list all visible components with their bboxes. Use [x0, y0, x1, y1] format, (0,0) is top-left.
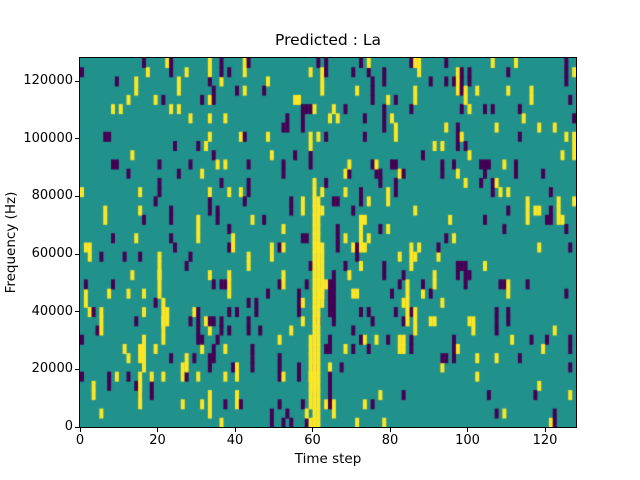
- x-tick-mark: [467, 428, 468, 432]
- x-tick-mark: [157, 428, 158, 432]
- x-tick-mark: [544, 428, 546, 432]
- y-tick-mark: [75, 138, 79, 140]
- y-tick-label: 0: [64, 419, 73, 434]
- x-tick-mark: [234, 428, 236, 432]
- x-axis-label: Time step: [294, 451, 362, 467]
- x-tick-label: 20: [149, 433, 166, 448]
- y-tick-mark: [75, 80, 79, 82]
- x-tick-mark: [389, 428, 391, 432]
- y-tick-label: 20000: [31, 361, 73, 377]
- x-tick-label: 80: [381, 433, 399, 448]
- y-tick-label: 80000: [31, 188, 73, 204]
- y-tick-mark: [75, 311, 79, 313]
- y-tick-label: 100000: [23, 130, 73, 146]
- y-tick-mark: [75, 426, 79, 428]
- y-tick-label: 40000: [31, 303, 73, 319]
- heatmap-canvas: [80, 58, 576, 427]
- x-tick-label: 40: [226, 433, 244, 448]
- plot-area: [79, 57, 577, 428]
- y-tick-mark: [75, 368, 79, 370]
- y-tick-label: 60000: [31, 246, 73, 262]
- x-tick-mark: [312, 428, 313, 432]
- x-tick-label: 60: [304, 433, 321, 448]
- x-tick-label: 120: [532, 433, 558, 448]
- y-tick-mark: [75, 195, 79, 197]
- x-tick-mark: [79, 428, 81, 432]
- x-tick-label: 0: [75, 433, 85, 448]
- y-tick-label: 120000: [23, 73, 73, 89]
- chart-title: Predicted : La: [275, 31, 381, 49]
- x-tick-label: 100: [455, 433, 480, 448]
- y-tick-mark: [75, 253, 79, 255]
